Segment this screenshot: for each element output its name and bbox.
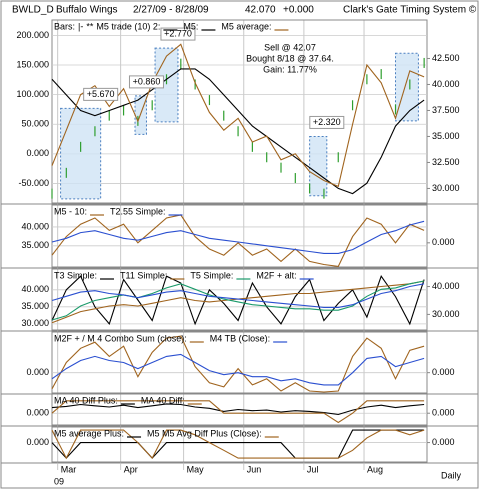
- last-price: 42.070: [245, 5, 276, 16]
- y2-tick-label: 0.000: [432, 408, 455, 418]
- legend-label: T3 Simple:: [54, 270, 97, 280]
- company-name: Buffalo Wings: [56, 5, 118, 16]
- x-unit-label: Daily: [441, 470, 462, 480]
- y-tick-label: 0.000: [26, 408, 49, 418]
- series-line: [51, 429, 425, 459]
- legend-label: M2F + alt:: [256, 270, 296, 280]
- y2-tick-label: 0.000: [432, 367, 455, 377]
- trade-label-box: [128, 75, 164, 89]
- y-tick-label: 0.000: [26, 367, 49, 377]
- system-name: Clark's Gate Timing System ©: [343, 5, 477, 16]
- series-line: [51, 220, 425, 254]
- y2-tick-label: 40.000: [432, 281, 460, 291]
- y-tick-label: 150.000: [16, 59, 49, 69]
- y2-tick-label: 32.500: [432, 157, 460, 167]
- trade-label-box: [160, 27, 196, 41]
- date-range: 2/27/09 - 8/28/09: [133, 5, 209, 16]
- plot-frame: [51, 426, 428, 463]
- y2-tick-label: 40.000: [432, 79, 460, 89]
- legend-label: MA 40 Diff:: [141, 395, 185, 405]
- legend-label: M4 TB (Close):: [210, 333, 270, 343]
- x-tick-label: Jul: [307, 464, 319, 474]
- series-line: [51, 214, 425, 267]
- y2-tick-label: 35.000: [432, 131, 460, 141]
- x-tick-label: Aug: [367, 464, 383, 474]
- y2-tick-label: 30.000: [432, 183, 460, 193]
- trade-box: [395, 52, 419, 122]
- y2-tick-label: 42.500: [432, 53, 460, 63]
- x-tick-label: May: [187, 464, 205, 474]
- y2-tick-label: 30.000: [432, 309, 460, 319]
- series-line: [51, 403, 425, 416]
- x-tick-label: Jun: [247, 464, 262, 474]
- trade-label-box: [83, 87, 119, 101]
- legend-label: MA 40 Diff Plus:: [54, 395, 118, 405]
- legend-label: |-: [78, 21, 83, 31]
- legend-label: T11 Simple:: [120, 270, 167, 280]
- plot-frame: [51, 331, 428, 394]
- trade-box: [309, 135, 328, 197]
- trade-label: +2.770: [164, 28, 192, 38]
- trade-label-box: [309, 115, 345, 129]
- legend-label: T2.55 Simple:: [110, 206, 166, 216]
- plot-frame: [51, 204, 428, 268]
- y-tick-label: 0.000: [26, 437, 49, 447]
- series-line: [51, 68, 425, 195]
- legend-label: M5 average Plus:: [54, 428, 124, 438]
- y-tick-label: 40.000: [21, 221, 49, 231]
- series-line: [51, 400, 425, 424]
- y2-tick-label: 0.000: [432, 237, 455, 247]
- trade-label: +0.860: [133, 76, 161, 86]
- y-tick-label: -50.000: [18, 178, 49, 188]
- legend-label: M5 average:: [221, 21, 271, 31]
- legend-label: M5 - 10:: [54, 206, 87, 216]
- trade-label: +5.670: [87, 89, 115, 99]
- trade-label: +2.320: [313, 117, 341, 127]
- legend-label: M2F + / M 4 Combo Sum (close):: [54, 333, 187, 343]
- annotation: Sell @ 42.07: [264, 42, 316, 52]
- annotation: Gain: 11.77%: [263, 64, 317, 74]
- plot-frame: [51, 19, 428, 204]
- y-tick-label: 40.000: [21, 284, 49, 294]
- series-line: [51, 335, 425, 393]
- symbol: BWLD_D: [12, 5, 54, 16]
- legend-label: M5:: [183, 21, 198, 31]
- legend-label: M5 M5 Avg Diff Plus (Close):: [147, 428, 262, 438]
- x-year-label: 09: [54, 476, 64, 486]
- series-line: [51, 275, 425, 326]
- y-tick-label: 30.000: [21, 318, 49, 328]
- price-change: +0.000: [283, 5, 314, 16]
- series-line: [51, 429, 425, 460]
- y2-tick-label: 0.000: [432, 437, 455, 447]
- y-tick-label: 100.000: [16, 89, 49, 99]
- series-line: [51, 280, 425, 321]
- series-line: [51, 283, 425, 308]
- trade-box: [60, 107, 102, 200]
- y2-tick-label: 37.500: [432, 105, 460, 115]
- series-line: [51, 353, 425, 386]
- legend-label: M5 trade (10) 2:: [96, 21, 160, 31]
- legend-label: Bars:: [54, 21, 75, 31]
- y-tick-label: 0.000: [26, 148, 49, 158]
- x-tick-label: Mar: [61, 464, 77, 474]
- plot-frame: [51, 268, 428, 331]
- y-tick-label: 50.000: [21, 119, 49, 129]
- legend-label: T5 Simple:: [190, 270, 233, 280]
- y-tick-label: 35.000: [21, 240, 49, 250]
- annotation: Bought 8/18 @ 37.64.: [246, 53, 334, 63]
- legend-label: **: [86, 21, 94, 31]
- x-tick-label: Apr: [124, 464, 138, 474]
- y-tick-label: 35.000: [21, 301, 49, 311]
- plot-frame: [51, 393, 428, 426]
- y-tick-label: 200.000: [16, 30, 49, 40]
